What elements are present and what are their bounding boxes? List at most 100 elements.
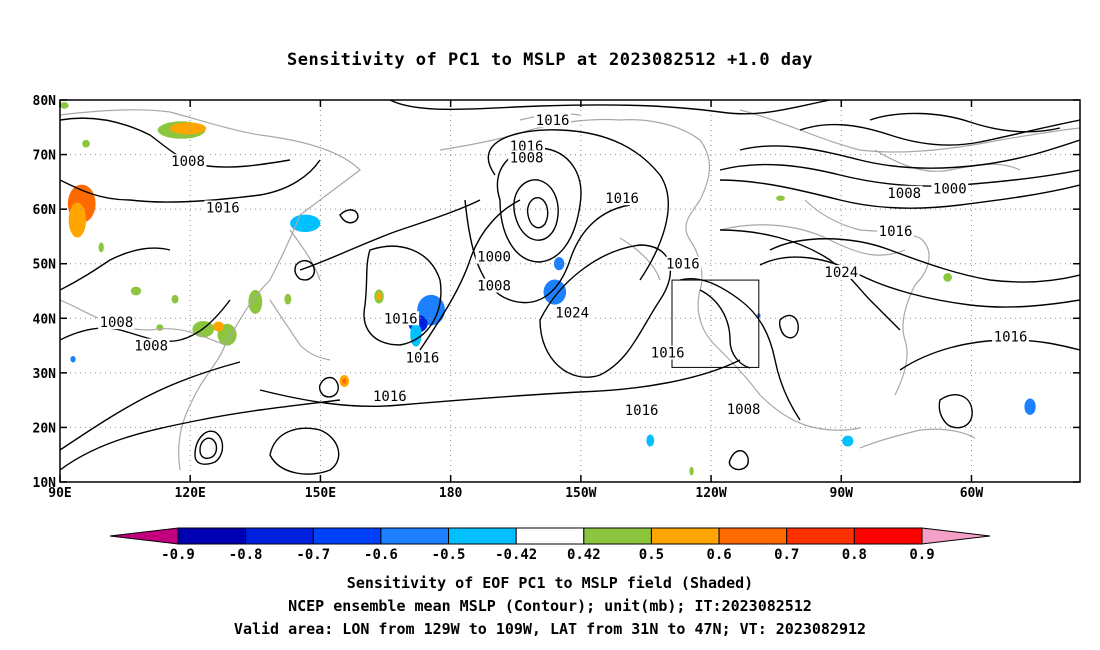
mslp-contour bbox=[419, 199, 521, 351]
lat-tick-label: 60N bbox=[33, 203, 57, 218]
colorbar-swatch bbox=[650, 527, 720, 545]
colorbar-min-triangle bbox=[109, 527, 179, 545]
lat-tick-label: 70N bbox=[33, 149, 57, 164]
contour-label: 1000 bbox=[477, 250, 511, 266]
sensitivity-patch bbox=[376, 292, 382, 301]
mslp-contour bbox=[526, 197, 549, 229]
lat-tick-label: 40N bbox=[33, 312, 57, 327]
colorbar-swatch bbox=[177, 527, 247, 545]
sensitivity-patch bbox=[342, 378, 347, 384]
contour-label: 1000 bbox=[933, 181, 967, 197]
colorbar-swatch bbox=[380, 527, 450, 545]
colorbar-label: -0.8 bbox=[229, 547, 263, 563]
coastline bbox=[804, 199, 930, 396]
contour-label: 1008 bbox=[100, 315, 134, 331]
colorbar-label: 0.7 bbox=[774, 547, 799, 563]
mslp-contour bbox=[339, 209, 359, 224]
lat-tick-label: 10N bbox=[33, 476, 57, 491]
contour-label: 1024 bbox=[555, 305, 589, 321]
mslp-contours bbox=[60, 100, 1080, 475]
lat-tick-label: 80N bbox=[33, 94, 57, 109]
lon-tick-label: 90E bbox=[48, 486, 71, 501]
lat-lon-grid bbox=[60, 100, 1080, 482]
contour-label: 1008 bbox=[887, 186, 921, 202]
colorbar-label: -0.9 bbox=[161, 547, 195, 563]
colorbar-swatch bbox=[786, 527, 855, 545]
colorbar-label: -0.5 bbox=[432, 547, 466, 563]
contour-label: 1016 bbox=[206, 201, 240, 217]
lat-tick-label: 30N bbox=[33, 367, 57, 382]
contour-label: 1016 bbox=[605, 191, 639, 207]
contour-label: 1016 bbox=[994, 329, 1028, 345]
coastline bbox=[719, 224, 906, 256]
sensitivity-patch bbox=[1024, 398, 1036, 415]
sensitivity-patch bbox=[169, 122, 207, 135]
coastline bbox=[439, 118, 711, 201]
lon-tick-label: 180 bbox=[439, 486, 463, 501]
contour-label: 1008 bbox=[510, 150, 544, 166]
colorbar-label: -0.7 bbox=[296, 547, 330, 563]
sensitivity-patch bbox=[689, 466, 694, 476]
contour-label: 1016 bbox=[625, 403, 659, 419]
sensitivity-patch bbox=[60, 102, 69, 109]
coastline bbox=[739, 109, 1080, 153]
mslp-contour bbox=[199, 437, 218, 459]
coastline bbox=[60, 109, 361, 346]
map-frame bbox=[59, 99, 1081, 483]
coastline bbox=[289, 229, 321, 281]
figure-title: Sensitivity of PC1 to MSLP at 2023082512… bbox=[286, 50, 813, 70]
sensitivity-patch bbox=[943, 272, 952, 282]
colorbar-swatch bbox=[718, 527, 788, 545]
sensitivity-patch bbox=[68, 202, 87, 238]
lon-tick-label: 90W bbox=[830, 486, 854, 501]
mslp-contour bbox=[259, 359, 741, 408]
contour-label: 1024 bbox=[824, 265, 858, 281]
sensitivity-patch bbox=[130, 286, 142, 296]
colorbar: -0.9 -0.8 -0.7 -0.6 -0.5 -0.42 0.42 0.5 0.6 0.7 0.… bbox=[109, 527, 991, 563]
mslp-contour bbox=[728, 450, 749, 471]
coastline bbox=[178, 344, 226, 471]
contour-label: 1008 bbox=[477, 279, 511, 295]
valid-area-rect bbox=[671, 279, 760, 368]
coastline bbox=[859, 428, 976, 449]
contour-label: 1016 bbox=[666, 257, 700, 273]
sensitivity-patch bbox=[98, 242, 104, 253]
mslp-contour bbox=[389, 100, 831, 115]
caption-line-2: NCEP ensemble mean MSLP (Contour); unit(… bbox=[288, 597, 812, 615]
contour-label: 1008 bbox=[171, 154, 205, 170]
mslp-contour bbox=[60, 159, 321, 203]
mslp-contour bbox=[269, 427, 340, 475]
contour-labels: 1016 1016 1008 1016 1008 1016 1008 1000 1016 1016… bbox=[98, 113, 1029, 419]
coastline bbox=[685, 199, 861, 431]
mslp-contour bbox=[60, 247, 171, 291]
mslp-contour bbox=[539, 244, 671, 378]
sensitivity-patch bbox=[248, 289, 263, 314]
lon-tick-label: 120W bbox=[695, 486, 726, 501]
contour-label: 1016 bbox=[406, 351, 440, 367]
caption-line-3: Valid area: LON from 129W to 109W, LAT f… bbox=[233, 620, 867, 638]
coastline bbox=[874, 149, 1021, 172]
coastlines bbox=[60, 109, 1080, 471]
mslp-contour bbox=[899, 339, 1080, 371]
colorbar-swatch bbox=[853, 527, 923, 545]
mslp-contour bbox=[739, 139, 1080, 169]
lat-tick-label: 20N bbox=[33, 421, 57, 436]
sensitivity-patch bbox=[82, 139, 90, 148]
lon-tick-label: 60W bbox=[960, 486, 984, 501]
sensitivity-patch bbox=[212, 321, 225, 332]
mslp-contour bbox=[869, 112, 1061, 133]
sensitivity-patch bbox=[776, 195, 785, 201]
mslp-contour bbox=[194, 430, 224, 465]
lon-tick-label: 150W bbox=[565, 486, 596, 501]
sensitivity-patch bbox=[646, 434, 655, 447]
lon-tick-label: 150E bbox=[305, 486, 336, 501]
contour-label: 1008 bbox=[727, 402, 761, 418]
mslp-contour bbox=[938, 394, 973, 429]
colorbar-label: 0.5 bbox=[639, 547, 664, 563]
sensitivity-patch bbox=[156, 324, 164, 331]
lon-tick-label: 120E bbox=[175, 486, 206, 501]
sensitivity-patch bbox=[553, 257, 565, 271]
colorbar-label: 0.8 bbox=[842, 547, 867, 563]
